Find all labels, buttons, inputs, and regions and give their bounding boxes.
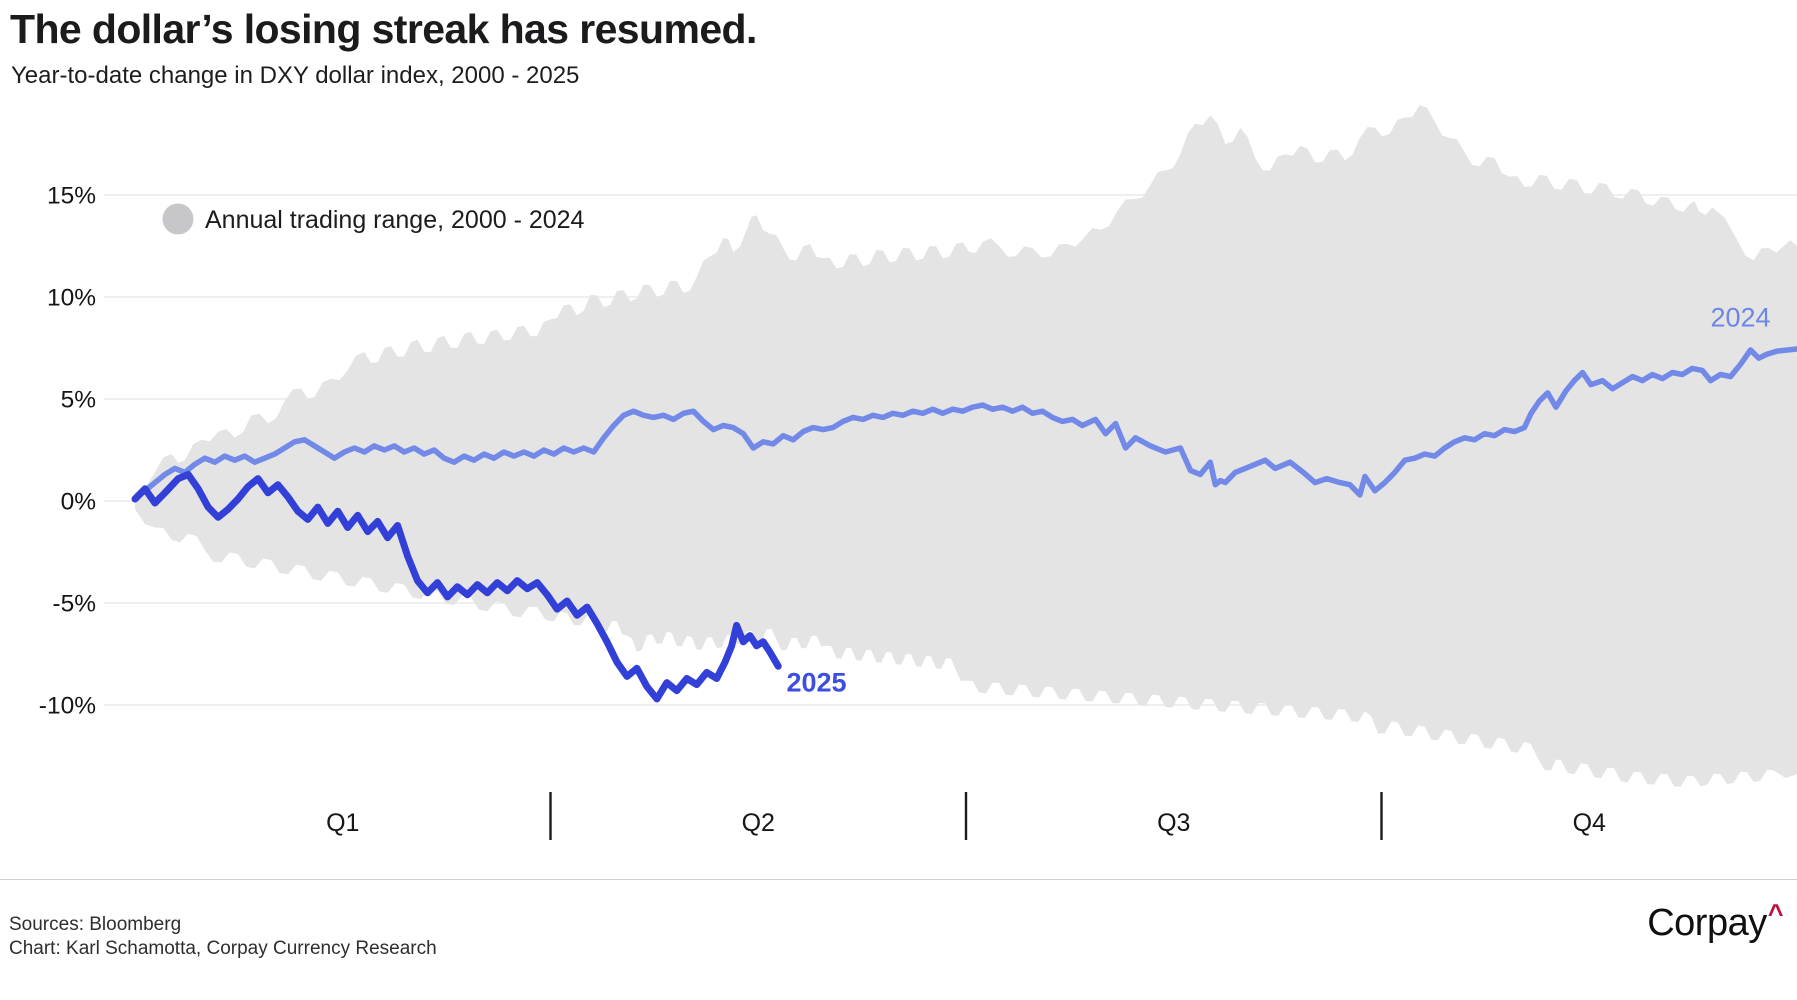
- corpay-caret-icon: ^: [1767, 899, 1784, 929]
- series-annotations: 2024 2025: [787, 302, 1771, 697]
- line-2025: [131, 471, 782, 703]
- x-quarter-label: Q3: [1157, 809, 1190, 837]
- y-tick-label: 0%: [61, 489, 96, 516]
- footer-sources: Sources: Bloomberg: [9, 914, 182, 935]
- footer: Sources: Bloomberg Chart: Karl Schamotta…: [0, 879, 1797, 959]
- series-label-2024: 2024: [1710, 302, 1770, 332]
- y-tick-label: -10%: [39, 693, 96, 720]
- x-axis-labels: Q1 Q2 Q3 Q4: [326, 809, 1606, 837]
- y-tick-label: 10%: [47, 285, 96, 312]
- footer-credit: Chart: Karl Schamotta, Corpay Currency R…: [9, 938, 437, 959]
- x-axis-ticks: [549, 792, 1383, 840]
- legend-swatch-icon: [162, 203, 194, 235]
- legend: Annual trading range, 2000 - 2024: [162, 203, 585, 235]
- corpay-logo-text: Corpay: [1647, 902, 1767, 944]
- page-subtitle: Year-to-date change in DXY dollar index,…: [11, 62, 580, 89]
- series-label-2025: 2025: [787, 668, 847, 698]
- line-2024: [132, 346, 1797, 502]
- y-tick-label: -5%: [52, 591, 96, 618]
- y-tick-label: 5%: [61, 387, 96, 414]
- y-axis-labels: 15% 10% 5% 0% -5% -10%: [39, 183, 96, 720]
- x-quarter-label: Q4: [1573, 809, 1606, 837]
- x-quarter-label: Q2: [742, 809, 775, 837]
- legend-label: Annual trading range, 2000 - 2024: [205, 206, 585, 234]
- corpay-logo: Corpay^: [1647, 899, 1784, 945]
- trading-range-band: [135, 105, 1797, 787]
- x-quarter-label: Q1: [326, 809, 359, 837]
- page-title: The dollar’s losing streak has resumed.: [10, 6, 757, 52]
- y-tick-label: 15%: [47, 183, 96, 210]
